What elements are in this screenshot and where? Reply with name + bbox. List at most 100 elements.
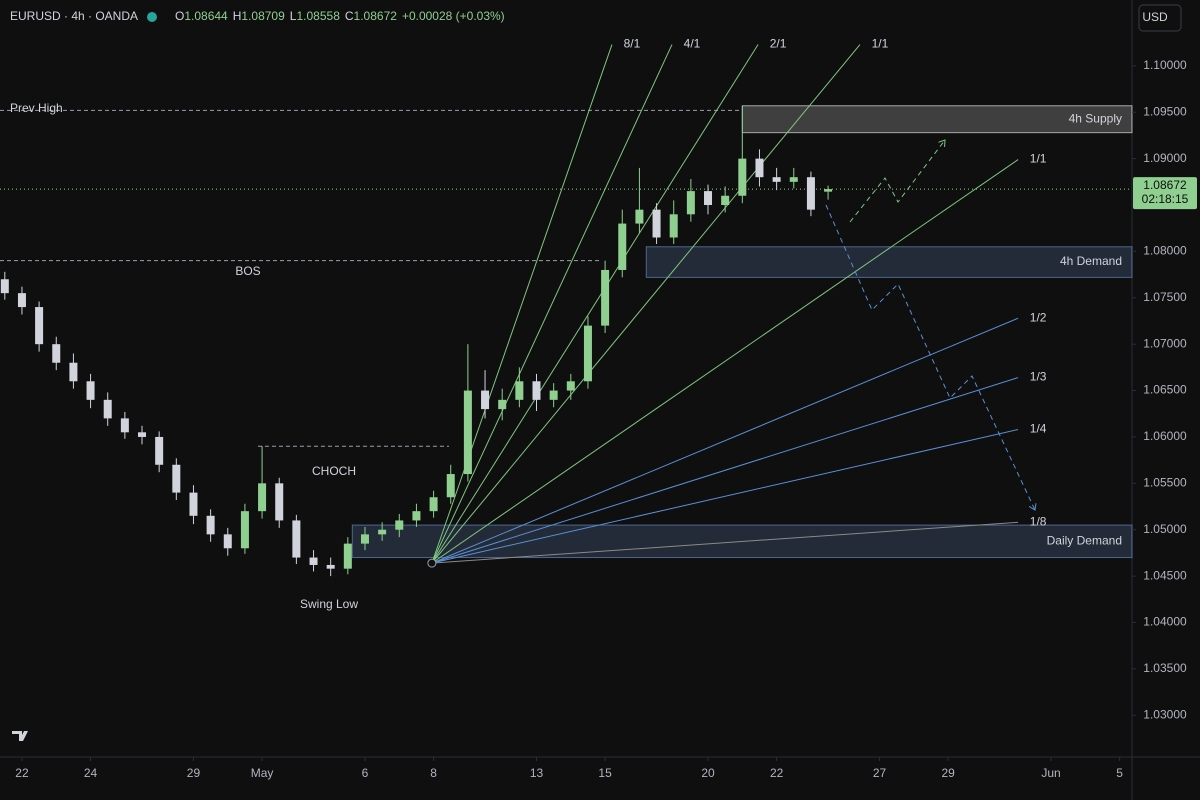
candle-body bbox=[155, 436, 164, 465]
candle-body bbox=[532, 381, 541, 400]
logo bbox=[12, 731, 28, 741]
symbol: EURUSD · 4h · OANDA bbox=[10, 9, 138, 23]
candle-body bbox=[635, 209, 644, 224]
x-tick-label: 5 bbox=[1116, 766, 1123, 780]
x-tick-label: 13 bbox=[530, 766, 544, 780]
candle-body bbox=[498, 399, 507, 410]
fan-origin bbox=[427, 558, 437, 568]
level-label: Prev High bbox=[10, 101, 63, 115]
candle-body bbox=[515, 381, 524, 400]
candle-body bbox=[189, 492, 198, 516]
y-tick-label: 1.05500 bbox=[1143, 476, 1187, 490]
ohlc-value: 1.08672 bbox=[354, 9, 398, 23]
fan-line bbox=[431, 159, 1019, 564]
y-tick-label: 1.05000 bbox=[1143, 522, 1187, 536]
ohlc-value: 1.08709 bbox=[241, 9, 285, 23]
fan-label: 2/1 bbox=[770, 37, 787, 51]
fan-line bbox=[431, 429, 1019, 564]
candle-body bbox=[35, 307, 44, 345]
candle-body bbox=[583, 325, 592, 382]
fan-line bbox=[431, 44, 613, 564]
y-tick-label: 1.06500 bbox=[1143, 383, 1187, 397]
ohlc-key: L bbox=[290, 9, 297, 23]
bullish-projection bbox=[849, 140, 945, 223]
x-tick-label: 6 bbox=[362, 766, 369, 780]
candle-body bbox=[481, 390, 490, 410]
y-tick-label: 1.03000 bbox=[1143, 707, 1187, 721]
fan-label: 1/2 bbox=[1030, 310, 1047, 324]
x-tick-label: May bbox=[251, 766, 274, 780]
fan-label: 4/1 bbox=[684, 37, 701, 51]
candle-body bbox=[652, 209, 661, 238]
candle-body bbox=[343, 543, 352, 569]
x-tick-label: 29 bbox=[941, 766, 955, 780]
x-tick-label: 22 bbox=[15, 766, 29, 780]
ohlc-key: C bbox=[345, 9, 354, 23]
candle-body bbox=[86, 381, 95, 400]
ohlc-key: H bbox=[233, 9, 242, 23]
fan-line bbox=[431, 44, 759, 564]
candle-body bbox=[618, 223, 627, 270]
fan-label: 1/1 bbox=[1030, 152, 1047, 166]
zone bbox=[741, 105, 1133, 134]
candle-body bbox=[463, 390, 472, 475]
candle-body bbox=[172, 464, 181, 493]
ohlc-change: +0.00028 (+0.03%) bbox=[402, 9, 505, 23]
fan-line bbox=[431, 44, 673, 564]
status-dot bbox=[147, 12, 157, 22]
x-tick-label: 8 bbox=[430, 766, 437, 780]
zone bbox=[645, 246, 1133, 278]
y-tick-label: 1.10000 bbox=[1143, 58, 1187, 72]
y-tick-label: 1.07000 bbox=[1143, 336, 1187, 350]
ohlc-value: 1.08644 bbox=[184, 9, 228, 23]
y-tick-label: 1.03500 bbox=[1143, 661, 1187, 675]
candle-body bbox=[789, 177, 798, 182]
candle-body bbox=[206, 515, 215, 535]
candle-body bbox=[292, 520, 301, 558]
swing-low-label: Swing Low bbox=[300, 597, 358, 611]
candle-body bbox=[138, 432, 147, 437]
x-tick-label: 20 bbox=[701, 766, 715, 780]
fan-label: 1/4 bbox=[1030, 422, 1047, 436]
candle-body bbox=[120, 418, 129, 433]
fan-label: 8/1 bbox=[624, 37, 641, 51]
fan-label: 1/1 bbox=[872, 37, 889, 51]
currency-button[interactable] bbox=[1138, 4, 1182, 32]
currency[interactable]: USD bbox=[1142, 10, 1168, 24]
last-price-label: 1.08672 bbox=[1143, 178, 1187, 192]
y-tick-label: 1.04000 bbox=[1143, 615, 1187, 629]
candle-body bbox=[824, 189, 833, 192]
candle-body bbox=[721, 195, 730, 206]
y-tick-label: 1.08000 bbox=[1143, 244, 1187, 258]
y-tick-label: 1.07500 bbox=[1143, 290, 1187, 304]
y-tick-label: 1.06000 bbox=[1143, 429, 1187, 443]
candle-body bbox=[223, 534, 232, 549]
fan-line bbox=[431, 317, 1019, 564]
plot-area: 4h Supply 4h Demand Daily Demand 8/1 4/1 2/1 1… bbox=[0, 37, 1133, 577]
fan-label: 1/8 bbox=[1030, 514, 1047, 528]
candle-body bbox=[755, 158, 764, 178]
candle-body bbox=[704, 191, 713, 206]
ohlc-key: O bbox=[175, 9, 184, 23]
candle-body bbox=[601, 269, 610, 326]
candle-body bbox=[686, 191, 695, 215]
candle-body bbox=[17, 293, 26, 308]
y-tick-label: 1.04500 bbox=[1143, 568, 1187, 582]
candle-body bbox=[395, 520, 404, 530]
fan-line bbox=[431, 521, 1019, 564]
candle-body bbox=[52, 344, 61, 363]
candle-body bbox=[240, 511, 249, 549]
candle-body bbox=[806, 177, 815, 210]
candle-body bbox=[738, 158, 747, 196]
candle-body bbox=[378, 529, 387, 535]
zone-label: 4h Demand bbox=[1060, 254, 1122, 268]
x-tick-label: 15 bbox=[598, 766, 612, 780]
candle-body bbox=[412, 511, 421, 521]
y-tick-label: 1.09500 bbox=[1143, 104, 1187, 118]
fan-line bbox=[431, 377, 1019, 564]
level-label: CHOCH bbox=[312, 464, 356, 478]
candle-body bbox=[0, 279, 9, 294]
candle-body bbox=[566, 381, 575, 391]
